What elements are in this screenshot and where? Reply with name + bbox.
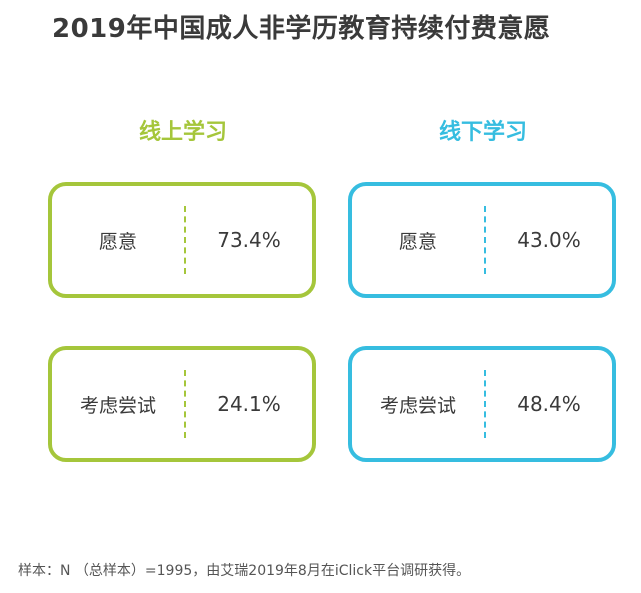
divider [484, 370, 486, 438]
chart-title: 2019年中国成人非学历教育持续付费意愿 [52, 14, 551, 44]
divider [184, 206, 186, 274]
card-offline-consider: 考虑尝试 48.4% [348, 346, 616, 462]
card-online-consider: 考虑尝试 24.1% [48, 346, 316, 462]
card-offline-willing: 愿意 43.0% [348, 182, 616, 298]
row-value: 24.1% [217, 392, 281, 416]
group-label-online: 线上学习 [138, 120, 227, 145]
group-label-offline: 线下学习 [438, 120, 527, 145]
divider [184, 370, 186, 438]
row-value: 43.0% [517, 228, 581, 252]
row-label: 愿意 [98, 230, 137, 253]
card-online-willing: 愿意 73.4% [48, 182, 316, 298]
row-label: 愿意 [398, 230, 437, 253]
footnote: 样本：N （总样本）=1995，由艾瑞2019年8月在iClick平台调研获得。 [18, 563, 471, 579]
divider [484, 206, 486, 274]
row-value: 73.4% [217, 228, 281, 252]
row-value: 48.4% [517, 392, 581, 416]
row-label: 考虑尝试 [379, 394, 456, 417]
row-label: 考虑尝试 [79, 394, 156, 417]
